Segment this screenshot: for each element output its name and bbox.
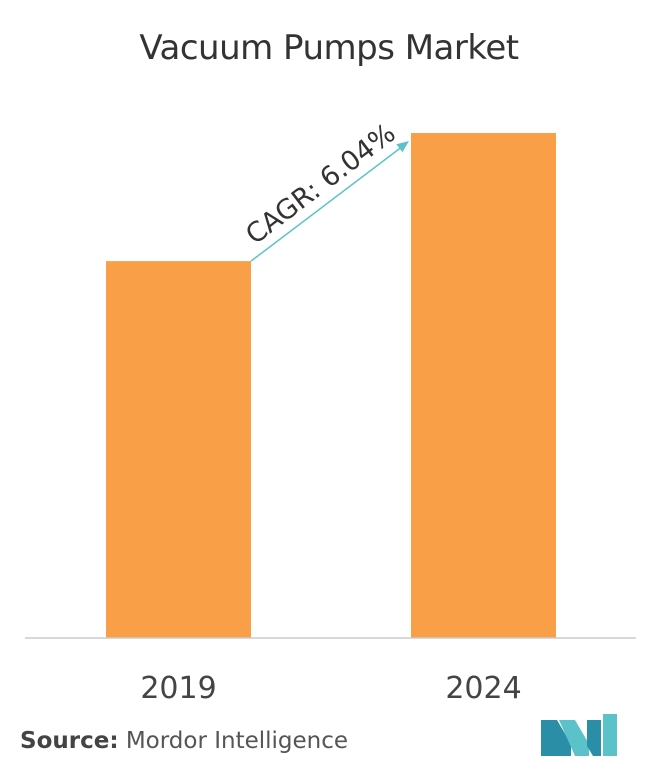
- bar-2019: [106, 261, 251, 638]
- x-tick-label-2024: 2024: [445, 671, 521, 706]
- cagr-annotation: CAGR: 6.04%: [240, 118, 409, 262]
- cagr-arrow-head: [396, 141, 409, 153]
- source-caption: Source: Mordor Intelligence: [20, 728, 348, 754]
- x-tick-label-2019: 2019: [140, 671, 216, 706]
- mordor-intelligence-logo-icon: [541, 714, 617, 756]
- bar-2024: [411, 133, 556, 638]
- cagr-arrow-line: [250, 145, 404, 262]
- source-label: Source:: [20, 728, 119, 754]
- source-value: Mordor Intelligence: [125, 728, 349, 754]
- cagr-label: CAGR: 6.04%: [240, 118, 401, 251]
- chart-title: Vacuum Pumps Market: [139, 28, 519, 68]
- x-tick-labels: 2019 2024: [140, 671, 521, 706]
- bars-layer: [106, 133, 556, 638]
